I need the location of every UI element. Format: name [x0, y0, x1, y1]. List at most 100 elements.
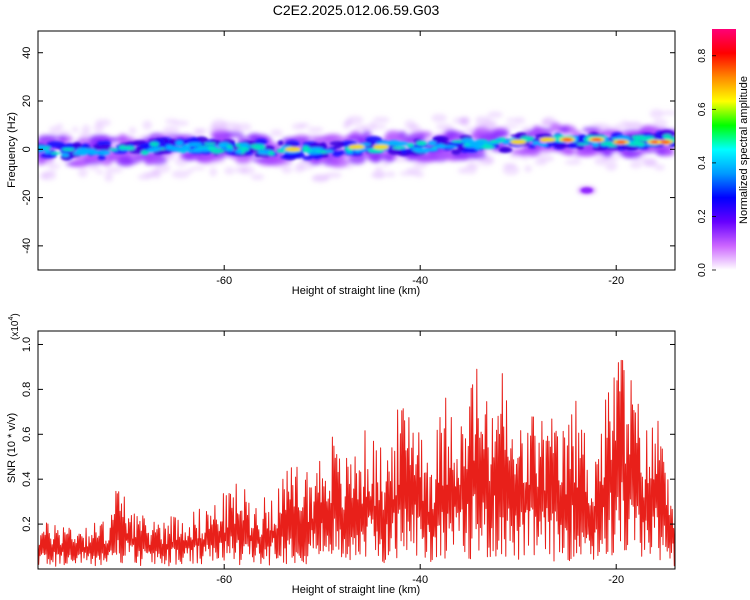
spectrum-peak-cell: [495, 138, 502, 142]
spectrum-faint-cell: [625, 121, 643, 128]
spectrum-faint-cell: [370, 173, 387, 178]
spectrum-peak-cell: [616, 135, 631, 141]
spectrum-peak-cell: [642, 136, 655, 140]
spectrum-core-cell: [566, 143, 579, 149]
spectrum-faint-cell: [368, 122, 378, 127]
spectrum-faint-cell: [224, 166, 235, 175]
colorbar-ticks: 0.0 0.2 0.4 0.6 0.8: [697, 48, 716, 277]
spectrum-core-cell: [97, 155, 106, 160]
spectrum-peak-cell: [413, 148, 428, 154]
spectrum-band-cell: [69, 162, 88, 168]
spectrum-peak-cell: [235, 149, 243, 154]
snr-scale-prefix: (x10: [10, 320, 21, 340]
spectrum-core-cell: [510, 134, 523, 138]
spectrum-faint-cell: [217, 158, 225, 164]
spectrum-faint-cell: [385, 171, 396, 178]
spectrum-peak-cell: [203, 142, 216, 146]
spectrum-core-cell: [280, 155, 298, 160]
spectrum-peak-cell: [392, 146, 407, 150]
spectrogram-y-axis-label: Frequency (Hz): [6, 112, 18, 188]
spectrum-faint-cell: [514, 117, 526, 124]
spectrum-core-cell: [210, 140, 222, 144]
spectrum-faint-cell: [373, 116, 390, 123]
spectrum-faint-cell: [649, 109, 663, 119]
spectrum-faint-cell: [95, 169, 104, 175]
spectrum-faint-cell: [414, 171, 425, 178]
spectrum-faint-cell: [209, 123, 218, 131]
spectrum-peak-cell: [662, 134, 672, 140]
spectrum-core-cell: [400, 148, 408, 154]
snr-x-tick-label: -40: [412, 574, 428, 586]
snr-y-tick-label: 0.2: [21, 516, 33, 531]
spectrum-band-cell: [57, 135, 67, 141]
spectrogram-x-axis-label: Height of straight line (km): [292, 285, 420, 297]
spectrum-band-cell: [362, 130, 372, 138]
spectrogram-x-tick-label: -40: [412, 275, 428, 287]
spectrum-core-cell: [466, 148, 479, 153]
spectrum-core-cell: [254, 138, 268, 145]
spectrum-faint-cell: [354, 125, 369, 131]
spectrum-band-cell: [328, 158, 349, 168]
spectrum-peak-cell: [406, 143, 414, 148]
spectrum-peak-cell: [187, 142, 203, 147]
spectrum-peak-cell: [473, 140, 487, 145]
spectrum-peak-cell: [61, 153, 70, 158]
snr-y-tick-label: 1.0: [21, 337, 33, 352]
spectrum-faint-cell: [342, 121, 350, 130]
spectrum-band-cell: [235, 156, 252, 164]
spectrum-peak-cell: [165, 146, 182, 151]
spectrum-band-cell: [558, 126, 570, 134]
spectrum-faint-cell: [457, 167, 467, 174]
colorbar-tick-label: 0.6: [697, 102, 708, 116]
spectrum-band-cell: [549, 122, 562, 133]
spectrum-faint-cell: [270, 129, 283, 137]
spectrum-faint-cell: [128, 126, 137, 135]
colorbar-tick-label: 0.2: [697, 209, 708, 223]
spectrum-peak-cell: [424, 147, 439, 152]
spectrogram-y-tick-label: 40: [21, 47, 33, 59]
spectrum-peak-cell: [308, 147, 322, 151]
spectrum-core-cell: [337, 142, 345, 146]
colorbar-strip: [712, 29, 736, 270]
spectrum-core-cell: [98, 144, 112, 151]
spectrogram-panel: -60 -40 -20 40 20 0 -20 -40 Height of straight …: [6, 30, 676, 297]
spectrum-core-cell: [500, 148, 510, 152]
spectrum-faint-cell: [72, 126, 79, 133]
spectrum-peak-cell: [631, 134, 646, 140]
spectrum-peak-cell: [442, 145, 458, 148]
spectrum-max-cell: [660, 140, 671, 144]
colorbar-tick-label: 0.8: [697, 48, 708, 62]
spectrogram-frame: [37, 30, 676, 271]
spectrogram-core: [38, 130, 675, 194]
spectrum-faint-cell: [524, 165, 532, 173]
spectrum-faint-cell: [452, 117, 467, 124]
spectrum-peak-cell: [141, 149, 149, 156]
spectrum-faint-cell: [192, 128, 208, 133]
snr-scale-factor: (x104): [8, 313, 21, 340]
spectrum-peak-cell: [239, 142, 249, 146]
spectrogram-heatmap: [38, 109, 675, 195]
spectrum-peak-cell: [627, 142, 643, 147]
spectrum-peak-cell: [207, 145, 216, 151]
snr-y-tick-label: 0.4: [21, 472, 33, 487]
spectrum-band-cell: [657, 147, 667, 156]
spectrum-core-cell: [133, 140, 146, 144]
spectrum-core-cell: [277, 140, 284, 146]
spectrum-hot-cell: [539, 137, 556, 143]
spectrum-max-cell: [616, 140, 627, 144]
spectrum-faint-cell: [481, 119, 498, 130]
spectrum-peak-cell: [38, 145, 48, 149]
spectrogram-y-tick-label: 20: [21, 95, 33, 107]
spectrum-faint-cell: [503, 123, 519, 129]
spectrum-faint-cell: [150, 168, 160, 177]
spectrum-peak-cell: [175, 140, 184, 146]
spectrum-faint-cell: [564, 159, 582, 165]
spectrogram-y-tick-label: 0: [21, 146, 33, 152]
colorbar-tick-label: 0.4: [697, 156, 708, 170]
spectrum-faint-cell: [642, 158, 657, 167]
snr-ticks: -60 -40 -20 0.2 0.4 0.6 0.8 1.0: [21, 331, 675, 586]
spectrum-peak-cell: [87, 149, 100, 155]
spectrum-core-cell: [625, 146, 638, 151]
spectrum-band-cell: [474, 126, 490, 136]
spectrum-faint-cell: [605, 161, 618, 171]
